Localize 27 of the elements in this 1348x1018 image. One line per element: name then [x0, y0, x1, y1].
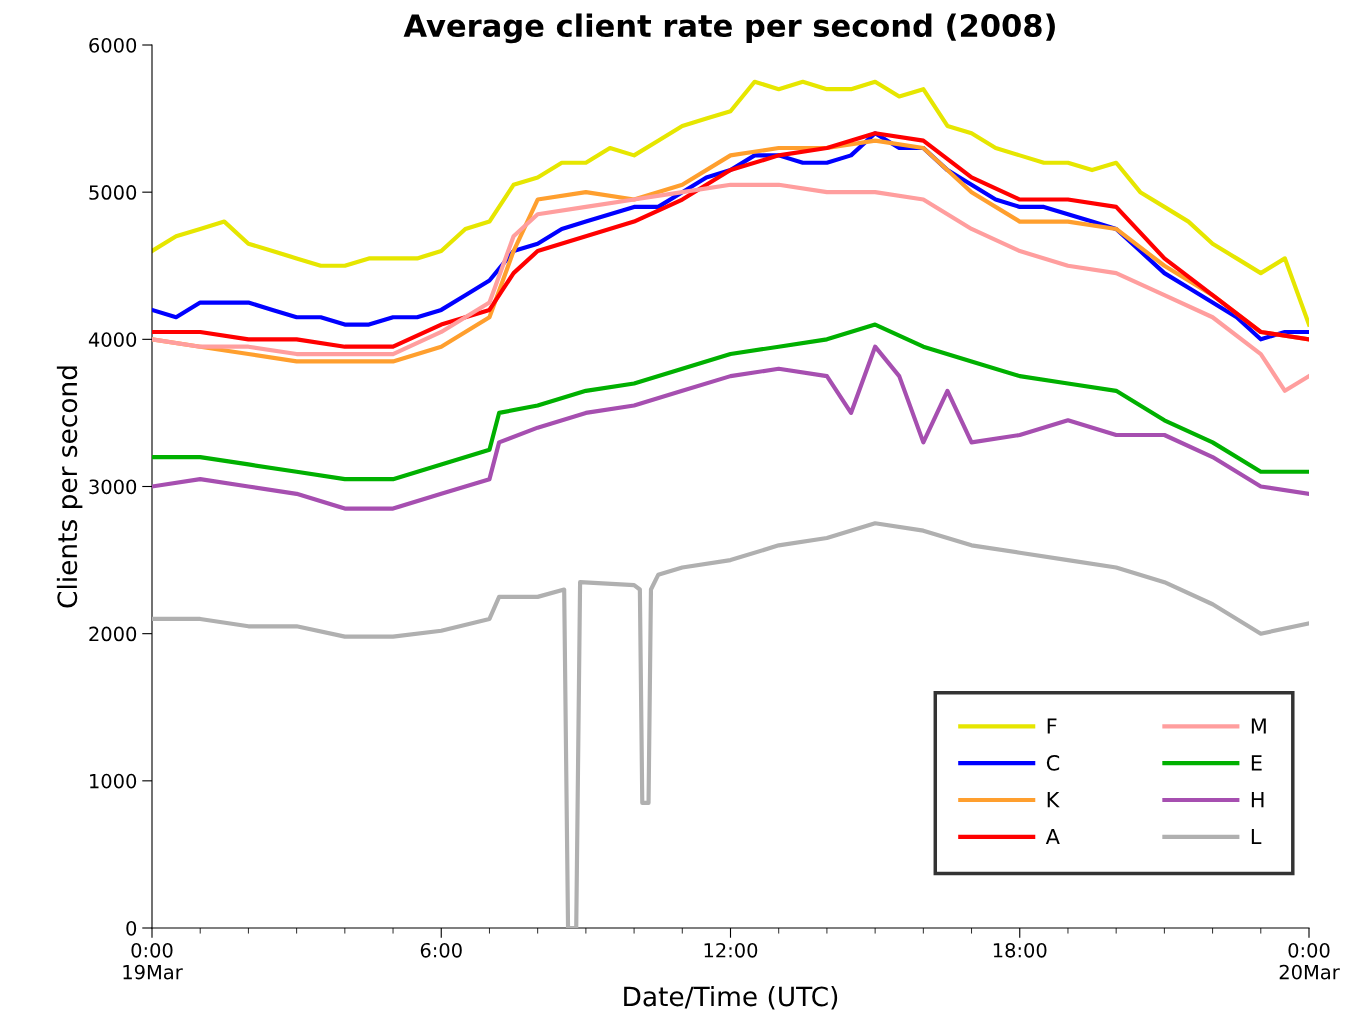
legend-label: F — [1047, 718, 1057, 734]
x-tick-label: 0:00 19Mar — [123, 942, 183, 980]
y-tick-label: 4000 — [88, 332, 137, 347]
legend-label: C — [1046, 754, 1060, 771]
legend-label: M — [1251, 718, 1266, 734]
x-tick-label: 12:00 — [704, 942, 758, 958]
line-series — [152, 322, 1309, 482]
chart-title: Average client rate per second (2008) — [403, 13, 1055, 44]
legend-label: L — [1251, 828, 1262, 845]
y-tick-label: 2000 — [89, 626, 137, 642]
y-axis-title: Clients per second — [56, 366, 83, 608]
y-tick-label: 3000 — [89, 479, 137, 495]
legend-label: A — [1045, 828, 1060, 845]
y-tick-label: 0 — [126, 920, 137, 936]
y-tick-label: 6000 — [89, 37, 137, 53]
legend-label: E — [1251, 755, 1262, 771]
x-axis-title: Date/Time (UTC) — [624, 985, 838, 1010]
line-series — [152, 182, 1309, 393]
x-tick-label: 18:00 — [993, 942, 1047, 958]
legend-label: K — [1047, 792, 1060, 808]
legend-label: H — [1251, 792, 1264, 808]
line-series — [152, 344, 1309, 511]
x-tick-label: 6:00 — [420, 942, 462, 958]
x-tick-label: 0:00 20Mar — [1279, 942, 1340, 980]
line-series — [152, 79, 1309, 327]
y-tick-label: 1000 — [90, 773, 137, 789]
y-tick-label: 5000 — [89, 185, 137, 200]
